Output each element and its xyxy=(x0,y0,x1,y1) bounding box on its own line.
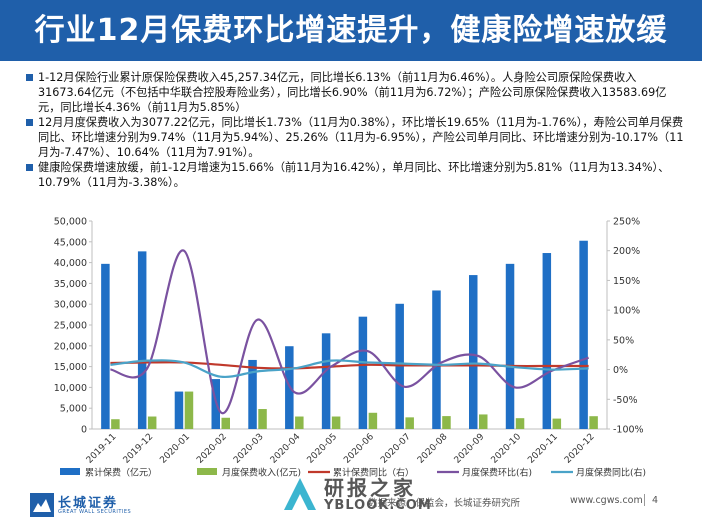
legend-swatch xyxy=(197,468,217,475)
x-tick-label: 2020-05 xyxy=(306,432,340,466)
bullet-text: 健康险保费增速放缓，前1-12月增速为15.66%（前11月为16.42%），单… xyxy=(38,161,670,189)
bullet-square-icon xyxy=(26,74,33,81)
y-left-tick-label: 25,000 xyxy=(54,321,87,332)
bar-monthly xyxy=(552,418,562,429)
website-link[interactable]: www.cgws.com xyxy=(570,495,643,506)
bullet-text: 1-12月保险行业累计原保险保费收入45,257.34亿元，同比增长6.13%（… xyxy=(38,71,667,114)
company-logo: 长城证券 GREAT WALL SECURITIES xyxy=(30,493,160,519)
x-tick-label: 2020-03 xyxy=(232,432,266,466)
page-number: 4 xyxy=(652,495,659,506)
title-bar: 行业12月保费环比增速提升，健康险增速放缓 xyxy=(0,0,702,61)
logo-subtext: GREAT WALL SECURITIES xyxy=(58,509,132,515)
bar-monthly xyxy=(479,414,488,429)
bullet-item: 1-12月保险行业累计原保险保费收入45,257.34亿元，同比增长6.13%（… xyxy=(26,70,686,115)
y-right-tick-label: -100% xyxy=(613,425,644,436)
x-tick-label: 2020-11 xyxy=(526,432,560,466)
bullet-list: 1-12月保险行业累计原保险保费收入45,257.34亿元，同比增长6.13%（… xyxy=(26,70,686,190)
watermark-logo-icon xyxy=(284,478,316,510)
bar-cumulative xyxy=(174,391,184,429)
y-right-tick-label: 200% xyxy=(613,246,640,257)
bullet-item: 健康险保费增速放缓，前1-12月增速为15.66%（前11月为16.42%），单… xyxy=(26,160,686,190)
legend-label: 累计保费（亿元） xyxy=(85,467,157,479)
watermark-url: YBLOOK.COM xyxy=(324,498,432,513)
y-right-tick-label: -50% xyxy=(613,395,638,406)
x-tick-label: 2020-10 xyxy=(489,432,523,466)
legend-label: 月度保费收入(亿元) xyxy=(222,467,301,479)
footer-divider xyxy=(644,494,645,506)
logo-text: 长城证券 xyxy=(58,496,119,511)
bar-monthly xyxy=(111,419,120,429)
bar-cumulative xyxy=(432,290,441,429)
bullet-square-icon xyxy=(26,164,33,171)
y-left-tick-label: 35,000 xyxy=(54,279,87,290)
y-left-tick-label: 15,000 xyxy=(54,362,87,373)
bar-cumulative xyxy=(101,263,110,429)
bar-monthly xyxy=(368,412,378,429)
x-tick-label: 2020-07 xyxy=(379,432,413,466)
y-left-tick-label: 10,000 xyxy=(54,383,87,394)
bar-monthly xyxy=(184,391,194,429)
bullet-square-icon xyxy=(26,119,33,126)
legend-label: 月度保费同比(右) xyxy=(576,467,646,479)
bar-cumulative xyxy=(505,263,515,429)
bar-monthly xyxy=(442,416,451,429)
line-series-1 xyxy=(110,249,589,415)
source-note: 数据来源：保监会，长城证券研究所 xyxy=(368,498,521,509)
bar-monthly xyxy=(221,417,230,429)
y-left-tick-label: 30,000 xyxy=(54,300,87,311)
y-left-tick-label: 5,000 xyxy=(60,404,87,415)
line-series-2 xyxy=(110,359,589,379)
bar-cumulative xyxy=(542,253,552,429)
bar-monthly xyxy=(295,416,304,429)
x-tick-label: 2019-11 xyxy=(85,432,119,466)
y-left-tick-label: 45,000 xyxy=(54,237,87,248)
great-wall-logo-icon xyxy=(30,493,54,517)
y-right-tick-label: 250% xyxy=(613,217,640,228)
x-tick-label: 2020-04 xyxy=(269,432,303,466)
bar-monthly xyxy=(258,409,267,429)
bar-cumulative xyxy=(358,316,368,429)
x-tick-label: 2020-06 xyxy=(342,432,376,466)
bar-monthly xyxy=(515,418,525,429)
y-left-tick-label: 20,000 xyxy=(54,341,87,352)
legend-label: 累计保费同比（右） xyxy=(333,467,414,479)
bar-cumulative xyxy=(321,333,331,429)
y-right-tick-label: 50% xyxy=(613,335,634,346)
bar-cumulative xyxy=(248,359,257,429)
x-tick-label: 2020-08 xyxy=(416,432,450,466)
x-tick-label: 2020-02 xyxy=(195,432,229,466)
y-right-tick-label: 0% xyxy=(613,365,628,376)
chart: 0 5,000 10,000 15,000 20,000 25,000 30,000 35,0… xyxy=(54,217,646,479)
y-right-tick-label: 150% xyxy=(613,276,640,287)
x-tick-label: 2019-12 xyxy=(122,432,156,466)
legend-label: 月度保费环比(右) xyxy=(462,467,532,479)
bar-monthly xyxy=(331,416,341,429)
bar-monthly xyxy=(147,416,157,429)
y-right-tick-label: 100% xyxy=(613,306,640,317)
y-left-tick-label: 0 xyxy=(81,425,87,436)
y-left-tick-label: 50,000 xyxy=(54,217,87,228)
bar-cumulative xyxy=(579,240,588,429)
legend-swatch xyxy=(60,468,80,475)
watermark: 研报之家 YBLOOK.COM xyxy=(280,470,450,522)
y-left-tick-label: 40,000 xyxy=(54,258,87,269)
watermark-title: 研报之家 xyxy=(324,476,416,500)
bar-cumulative xyxy=(137,251,147,429)
bar-monthly xyxy=(589,416,598,429)
bar-monthly xyxy=(405,417,414,429)
x-tick-label: 2020-12 xyxy=(563,432,597,466)
bullet-text: 12月月度保费收入为3077.22亿元，同比增长1.73%（11月为0.38%）… xyxy=(38,116,684,159)
x-tick-label: 2020-01 xyxy=(158,432,192,466)
bar-cumulative xyxy=(469,275,478,429)
x-tick-label: 2020-09 xyxy=(453,432,487,466)
page-title: 行业12月保费环比增速提升，健康险增速放缓 xyxy=(34,13,668,48)
bullet-item: 12月月度保费收入为3077.22亿元，同比增长1.73%（11月为0.38%）… xyxy=(26,115,686,160)
